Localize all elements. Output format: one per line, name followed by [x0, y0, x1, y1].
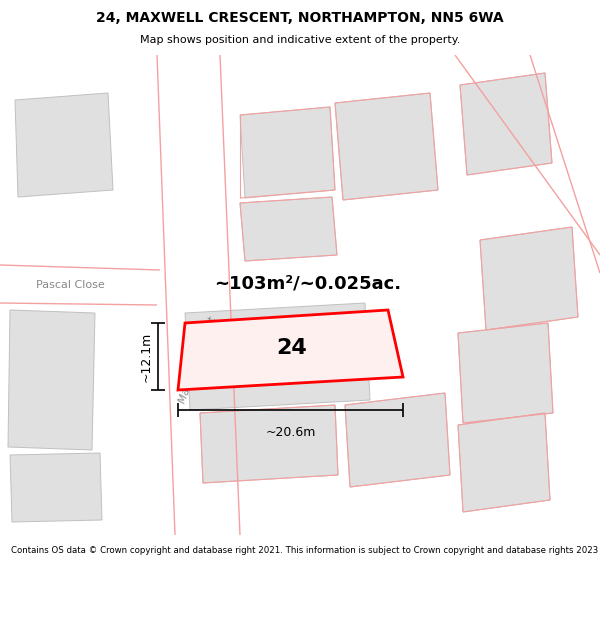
Text: 24: 24: [277, 338, 307, 358]
Polygon shape: [458, 323, 553, 423]
Polygon shape: [15, 93, 113, 197]
Polygon shape: [480, 227, 578, 330]
Polygon shape: [240, 197, 337, 261]
Text: Maxwell Crescent: Maxwell Crescent: [178, 315, 218, 405]
Polygon shape: [185, 303, 370, 410]
Polygon shape: [200, 405, 338, 483]
Polygon shape: [0, 385, 140, 425]
Polygon shape: [335, 93, 438, 200]
Text: ~20.6m: ~20.6m: [265, 426, 316, 439]
Polygon shape: [345, 393, 450, 487]
Polygon shape: [10, 453, 102, 522]
Polygon shape: [460, 73, 552, 175]
Polygon shape: [178, 310, 403, 390]
Polygon shape: [8, 310, 95, 450]
Polygon shape: [0, 265, 158, 305]
Text: Pascal Close: Pascal Close: [35, 280, 104, 290]
Polygon shape: [157, 55, 240, 535]
Text: 24, MAXWELL CRESCENT, NORTHAMPTON, NN5 6WA: 24, MAXWELL CRESCENT, NORTHAMPTON, NN5 6…: [96, 11, 504, 24]
Text: Map shows position and indicative extent of the property.: Map shows position and indicative extent…: [140, 34, 460, 44]
Text: ~103m²/~0.025ac.: ~103m²/~0.025ac.: [214, 274, 401, 292]
Text: ~12.1m: ~12.1m: [140, 331, 153, 382]
Polygon shape: [455, 55, 600, 265]
Polygon shape: [458, 413, 550, 512]
Text: Contains OS data © Crown copyright and database right 2021. This information is : Contains OS data © Crown copyright and d…: [11, 546, 600, 555]
Polygon shape: [240, 107, 335, 198]
